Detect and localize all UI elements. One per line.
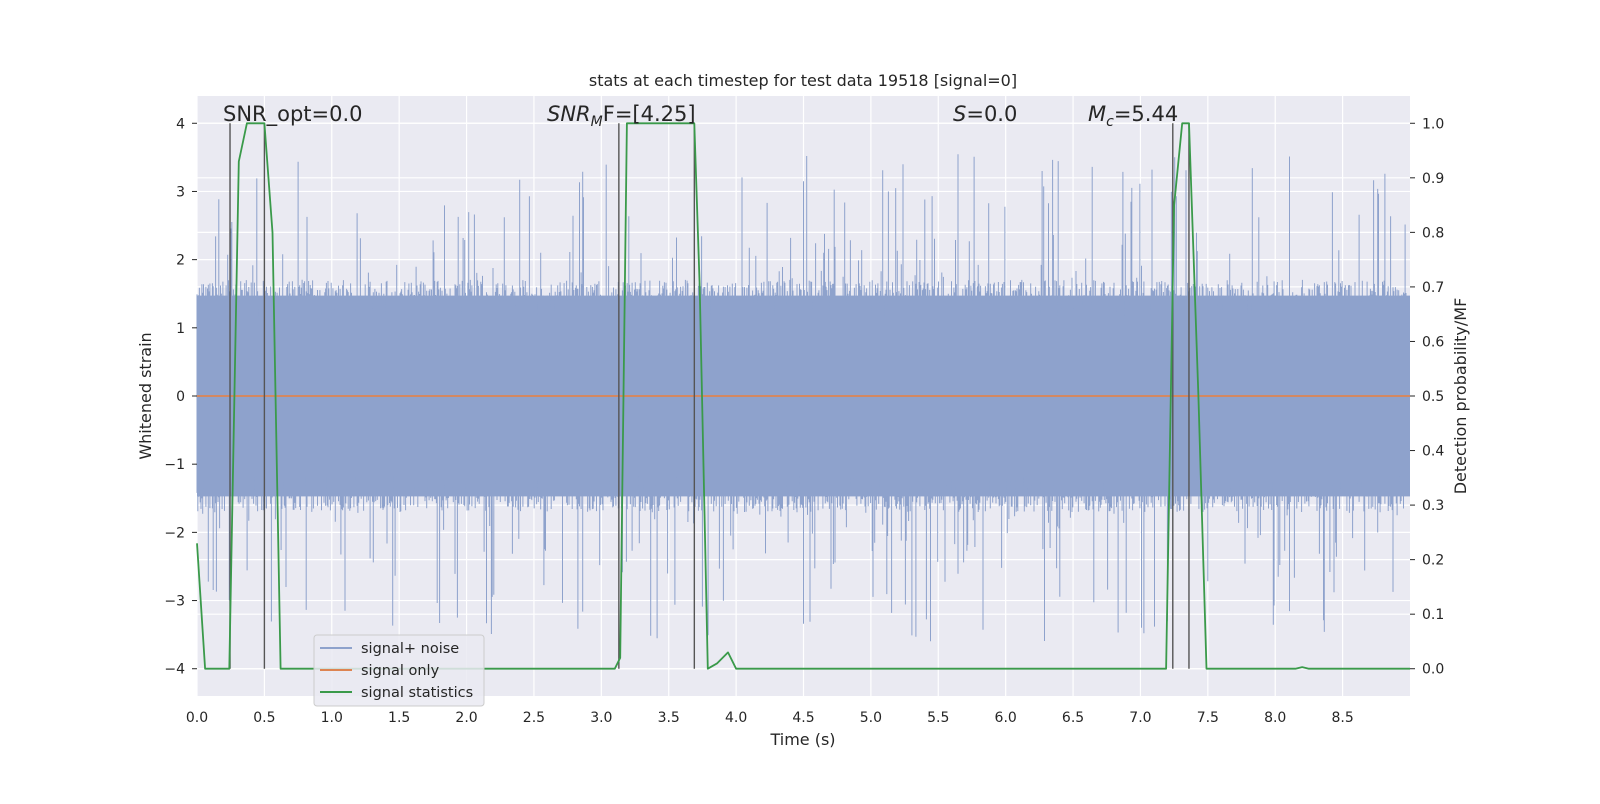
y-tick-label-right: 0.9 [1422, 171, 1444, 187]
x-tick-label: 0.5 [253, 710, 275, 726]
legend-box [313, 634, 485, 707]
x-tick-label: 4.0 [725, 710, 747, 726]
x-tick-label: 6.0 [995, 710, 1017, 726]
x-tick-label: 1.5 [388, 710, 410, 726]
chart-title: stats at each timestep for test data 195… [589, 71, 1017, 90]
y-tick-label-left: −3 [164, 594, 185, 610]
legend-label-signal-only: signal only [361, 663, 440, 679]
x-tick-label: 1.0 [321, 710, 343, 726]
x-tick-label: 7.5 [1197, 710, 1219, 726]
y-tick-label-left: 0 [176, 389, 185, 405]
annotation-s-rest: =0.0 [966, 102, 1017, 126]
y-tick-label-right: 0.4 [1422, 444, 1444, 460]
x-axis-label: Time (s) [769, 730, 835, 749]
y-ticks-left: 4 3 2 1 0 −1 −2 −3 −4 [164, 116, 197, 678]
x-tick-label: 6.5 [1062, 710, 1084, 726]
annotation-mc-main: M [1088, 102, 1106, 126]
y-tick-label-left: 2 [176, 253, 185, 269]
x-tick-label: 2.0 [455, 710, 477, 726]
y-axis-label-left: Whitened strain [136, 332, 155, 459]
y-tick-label-right: 0.7 [1422, 280, 1444, 296]
x-tick-label: 3.0 [590, 710, 612, 726]
annotation-mc-rest: =5.44 [1114, 102, 1178, 126]
y-tick-label-left: −2 [164, 525, 185, 541]
x-tick-label: 5.0 [860, 710, 882, 726]
x-tick-label: 8.5 [1331, 710, 1353, 726]
y-tick-label-left: −1 [164, 457, 185, 473]
y-tick-label-right: 0.8 [1422, 225, 1444, 241]
vertical-markers [229, 123, 1190, 669]
annotation-snr-mf-rest: F=[4.25] [603, 102, 696, 126]
noise-trace [196, 154, 1410, 642]
y-ticks-right: 1.0 0.9 0.8 0.7 0.6 0.5 0.4 0.3 0.2 0.1 0.0 [1410, 116, 1444, 678]
x-tick-label: 8.0 [1264, 710, 1286, 726]
y-tick-label-right: 1.0 [1422, 116, 1444, 132]
y-tick-label-right: 0.0 [1422, 662, 1444, 678]
legend-label-signal-noise: signal+ noise [361, 641, 459, 657]
annotation-s-main: S [953, 102, 966, 126]
x-tick-label: 5.5 [927, 710, 949, 726]
y-axis-label-right: Detection probability/MF [1451, 298, 1470, 495]
x-tick-label: 0.0 [186, 710, 208, 726]
annotation-snr-mf-main: SNR [547, 102, 591, 126]
legend-label-signal-statistics: signal statistics [361, 685, 473, 701]
y-tick-label-left: 3 [176, 184, 185, 200]
annotation-snr-mf: SNRMF=[4.25] [547, 102, 696, 130]
annotation-snr-mf-sub: M [591, 114, 603, 130]
y-tick-label-right: 0.2 [1422, 553, 1444, 569]
y-tick-label-left: 4 [176, 116, 185, 132]
y-tick-label-right: 0.5 [1422, 389, 1444, 405]
legend: signal+ noise signal only signal statist… [313, 634, 485, 707]
x-tick-label: 4.5 [792, 710, 814, 726]
x-tick-label: 7.0 [1129, 710, 1151, 726]
y-tick-label-right: 0.1 [1422, 607, 1444, 623]
annotation-snr-opt: SNR_opt=0.0 [223, 102, 363, 127]
annotation-mc: Mc=5.44 [1088, 102, 1178, 130]
signal-statistics-line [196, 122, 1410, 670]
y-tick-label-left: 1 [176, 321, 185, 337]
x-tick-label: 2.5 [523, 710, 545, 726]
y-tick-label-right: 0.6 [1422, 334, 1444, 350]
annotation-s: S=0.0 [953, 102, 1017, 126]
annotation-mc-sub: c [1106, 114, 1114, 130]
x-ticks: 0.0 0.5 1.0 1.5 2.0 2.5 3.0 3.5 4.0 4.5 5.0 5.5 6.0 6… [186, 710, 1354, 726]
y-tick-label-left: −4 [164, 662, 185, 678]
y-tick-label-right: 0.3 [1422, 498, 1444, 514]
x-tick-label: 3.5 [658, 710, 680, 726]
